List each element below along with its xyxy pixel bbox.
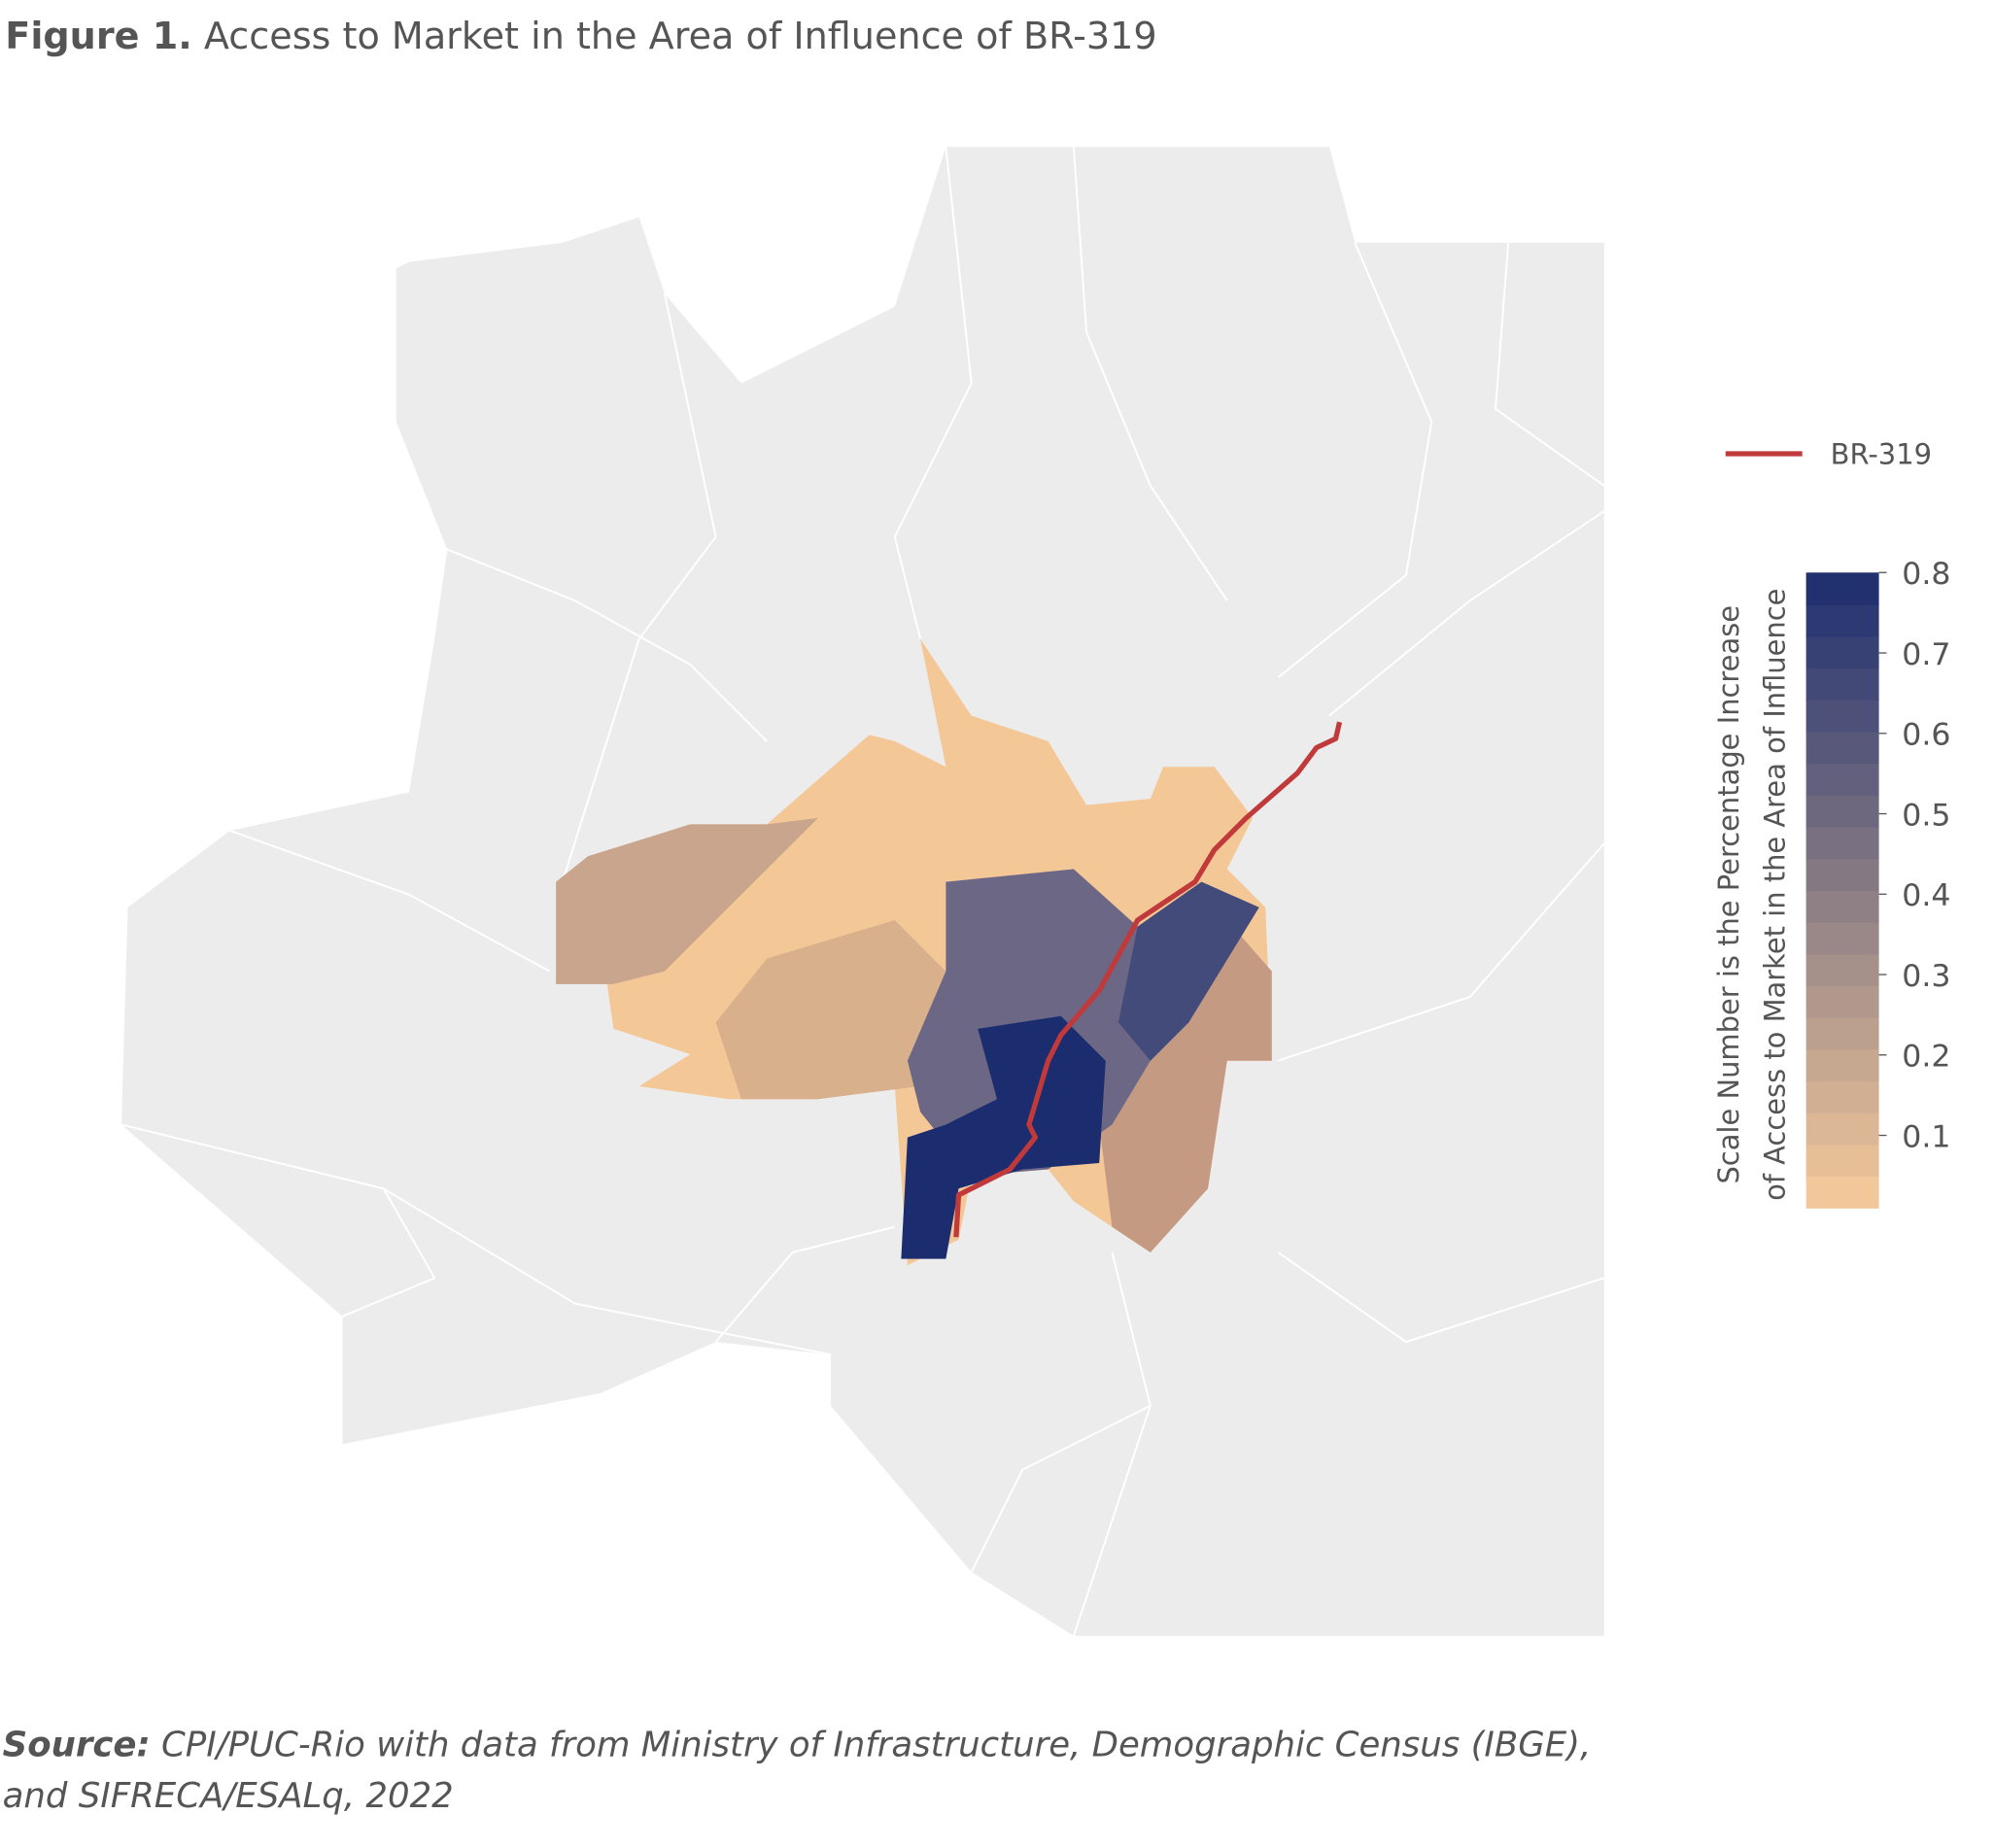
colorbar-band xyxy=(1805,700,1879,733)
colorbar-tick-label: 0.4 xyxy=(1902,878,1950,913)
colorbar-band xyxy=(1805,763,1879,796)
colorbar-band xyxy=(1805,635,1879,669)
legend-label: BR-319 xyxy=(1831,437,1932,470)
source-text: CPI/PUC-Rio with data from Ministry of I… xyxy=(161,1725,1591,1764)
colorbar-band xyxy=(1805,826,1879,860)
colorbar-band xyxy=(1805,858,1879,891)
colorbar-band xyxy=(1805,1112,1879,1146)
source-text: and SIFRECA/ESALq, 2022 xyxy=(3,1776,454,1816)
colorbar-band xyxy=(1805,795,1879,828)
area-highest xyxy=(901,1015,1106,1259)
colorbar-band xyxy=(1805,985,1879,1018)
colorbar-tick-label: 0.5 xyxy=(1902,798,1950,833)
figure-label: Figure 1. xyxy=(5,15,192,57)
figure-title-text: Access to Market in the Area of Influenc… xyxy=(204,15,1157,57)
colorbar-tick-label: 0.3 xyxy=(1902,959,1950,994)
figure-title: Figure 1. Access to Market in the Area o… xyxy=(5,15,1156,57)
colorbar-band xyxy=(1805,921,1879,955)
source-note: Source: CPI/PUC-Rio with data from Minis… xyxy=(3,1725,1592,1764)
colorbar-band xyxy=(1805,890,1879,923)
colorbar-band xyxy=(1805,572,1879,605)
colorbar-tick-label: 0.6 xyxy=(1902,718,1950,753)
colorbar-tick-label: 0.1 xyxy=(1902,1119,1950,1154)
influence-area xyxy=(556,638,1343,1266)
area-center xyxy=(715,920,946,1100)
colorbar-band xyxy=(1805,953,1879,986)
colorbar-tick-label: 0.8 xyxy=(1902,557,1950,592)
colorbar-band xyxy=(1805,1080,1879,1113)
colorbar-band xyxy=(1805,667,1879,701)
area-high xyxy=(1117,881,1259,1061)
colorbar-band xyxy=(1805,1176,1879,1209)
colorbar-tick-label: 0.7 xyxy=(1902,637,1950,672)
colorbar-band xyxy=(1805,1048,1879,1082)
colorbar-band xyxy=(1805,731,1879,765)
area-west xyxy=(556,817,818,984)
colorbar-band xyxy=(1805,1144,1879,1178)
colorbar-title: of Access to Market in the Area of Influ… xyxy=(1758,589,1791,1201)
colorbar-band xyxy=(1805,603,1879,637)
source-label: Source: xyxy=(3,1725,151,1764)
colorbar-tick-label: 0.2 xyxy=(1902,1040,1950,1075)
colorbar-band xyxy=(1805,1016,1879,1050)
boundary-lines xyxy=(120,147,1605,1636)
colorbar-title: Scale Number is the Percentage Increase xyxy=(1712,605,1745,1184)
road-br319 xyxy=(953,721,1343,1238)
